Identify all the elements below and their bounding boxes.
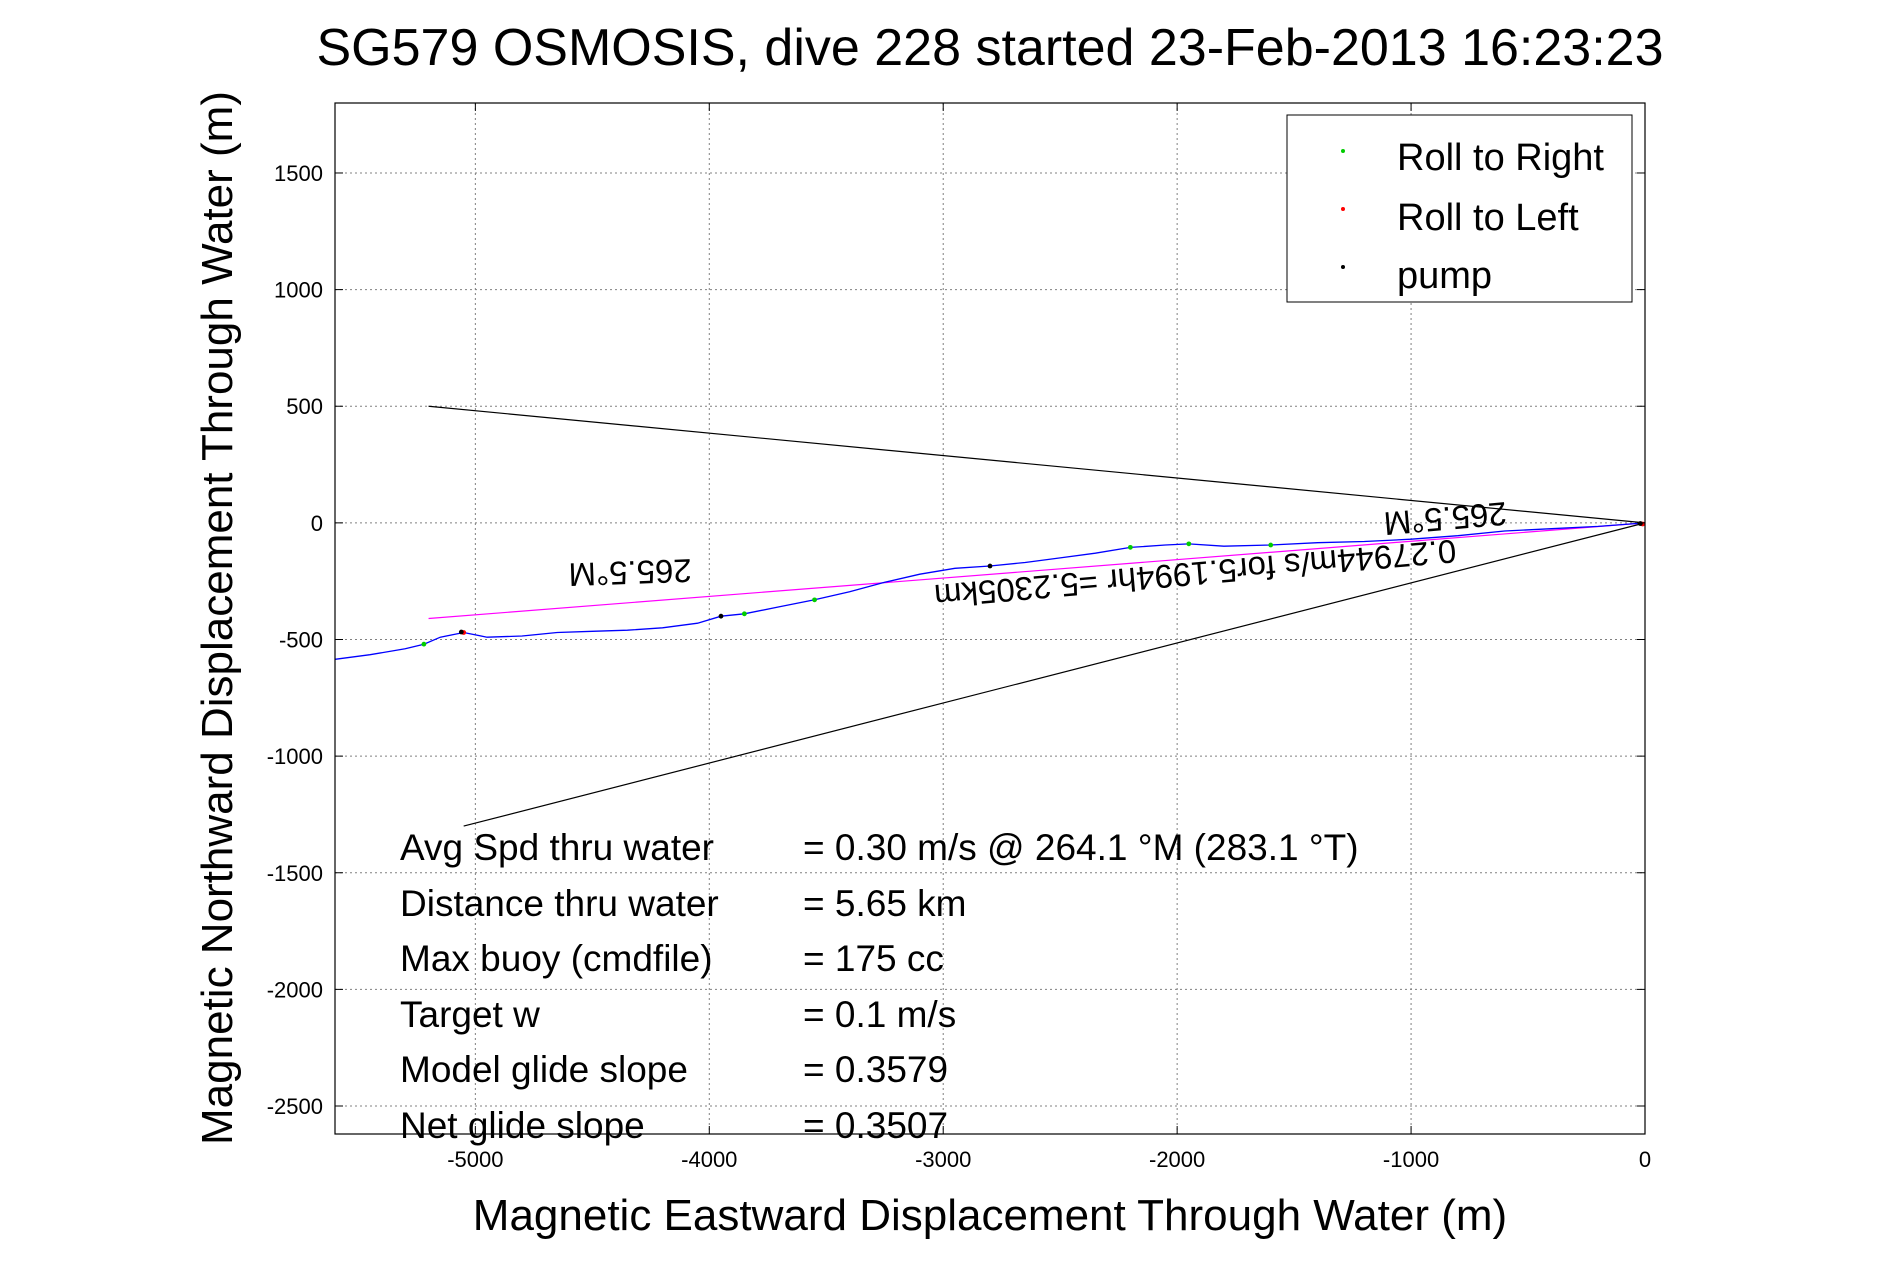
stat-value: = 0.1 m/s	[803, 994, 956, 1035]
stat-label: Distance thru water	[400, 883, 719, 924]
pump-marker	[718, 613, 724, 619]
stat-label: Target w	[400, 994, 540, 1035]
y-tick-label: 1000	[274, 278, 323, 303]
plot-data	[334, 405, 1646, 827]
y-tick-label: -1000	[267, 744, 323, 769]
tick-labels: -5000 -4000 -3000 -2000 -1000 0 1500 1000 500 0 -5…	[267, 103, 1651, 1172]
x-tick-label: -1000	[1383, 1147, 1439, 1172]
y-tick-label: 0	[311, 511, 323, 536]
y-tick-label: -2000	[267, 977, 323, 1002]
x-tick-label: -3000	[915, 1147, 971, 1172]
pump-marker	[458, 629, 464, 635]
legend-marker-pump	[1341, 265, 1345, 269]
annotation-text: 265.5°M	[568, 552, 692, 593]
stat-value: = 175 cc	[803, 938, 944, 979]
stat-value: = 0.3579	[803, 1049, 948, 1090]
y-tick-label: 500	[286, 394, 323, 419]
legend-label-pump: pump	[1397, 255, 1492, 297]
chart-title: SG579 OSMOSIS, dive 228 started 23-Feb-2…	[316, 19, 1663, 77]
stat-label: Avg Spd thru water	[400, 827, 714, 868]
stat-label: Model glide slope	[400, 1049, 688, 1090]
legend-label-roll-right: Roll to Right	[1397, 137, 1604, 179]
pump-marker	[1637, 521, 1643, 526]
annotation-heading-left: 265.5°M	[568, 552, 692, 593]
roll-right-marker	[812, 597, 817, 603]
grid	[335, 103, 1646, 1134]
stats-block: Avg Spd thru water = 0.30 m/s @ 264.1 °M…	[400, 827, 1359, 1146]
y-tick-label: 1500	[274, 161, 323, 186]
legend-marker-roll-left	[1341, 207, 1345, 211]
x-tick-label: -5000	[447, 1147, 503, 1172]
roll-right-marker	[1186, 541, 1192, 547]
y-tick-label: -2500	[267, 1094, 323, 1119]
series-line-track	[334, 522, 1646, 660]
stat-value: = 0.30 m/s @ 264.1 °M (283.1 °T)	[803, 827, 1359, 868]
x-tick-label: 0	[1639, 1147, 1651, 1172]
roll-right-marker	[1268, 542, 1274, 548]
reference-line-current	[428, 522, 1646, 620]
roll-right-marker	[1127, 544, 1133, 550]
roll-right-marker	[421, 641, 427, 647]
pump-marker	[987, 563, 993, 569]
stat-value: = 5.65 km	[803, 883, 967, 924]
plot-frame	[334, 102, 1646, 1135]
x-tick-label: -2000	[1149, 1147, 1205, 1172]
stat-value: = 0.3507	[803, 1105, 948, 1146]
reference-line-lower-bound	[463, 522, 1646, 827]
y-axis-title: Magnetic Northward Displacement Through …	[193, 91, 242, 1145]
stat-label: Max buoy (cmdfile)	[400, 938, 713, 979]
stat-label: Net glide slope	[400, 1105, 645, 1146]
reference-line-upper-bound	[428, 405, 1646, 524]
y-tick-label: -1500	[267, 861, 323, 886]
x-axis-title: Magnetic Eastward Displacement Through W…	[473, 1191, 1507, 1240]
y-tick-label: -500	[279, 627, 323, 652]
roll-right-marker	[741, 611, 747, 617]
legend-marker-roll-right	[1341, 149, 1345, 153]
legend: Roll to Right Roll to Left pump	[1286, 114, 1633, 303]
legend-label-roll-left: Roll to Left	[1397, 197, 1579, 239]
x-tick-label: -4000	[681, 1147, 737, 1172]
